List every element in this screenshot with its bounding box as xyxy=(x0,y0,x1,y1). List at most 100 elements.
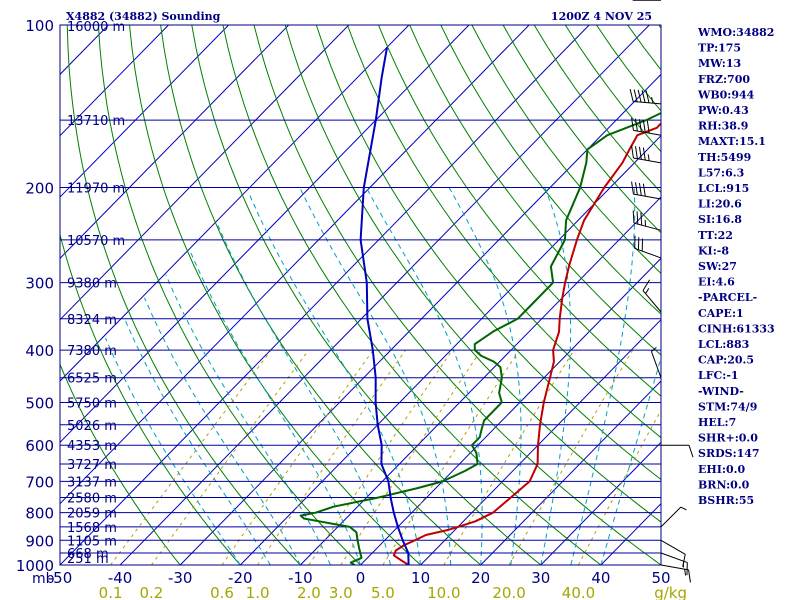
index-entry: LCL:915 xyxy=(698,182,749,195)
temperature-tick-label: -20 xyxy=(228,569,253,587)
pressure-tick-label: 200 xyxy=(25,180,54,198)
height-label: 2059 m xyxy=(67,507,117,522)
index-entry: LCL:883 xyxy=(698,338,749,351)
mixing-ratio-tick-label: 10.0 xyxy=(427,584,460,600)
moist-adiabat-line xyxy=(570,187,636,565)
wind-barb-staff xyxy=(660,539,686,555)
isotherm-line xyxy=(540,441,661,565)
pressure-tick-label: 100 xyxy=(25,17,54,35)
mixing-ratio-line xyxy=(382,349,520,565)
mixing-ratio-line xyxy=(110,349,272,565)
dry-adiabat-line xyxy=(222,25,602,565)
wind-barb xyxy=(660,506,687,528)
pressure-tick-label: 500 xyxy=(25,394,54,412)
height-label: 1105 m xyxy=(67,534,117,549)
index-entry: PW:0.43 xyxy=(698,104,749,117)
pressure-tick-label: 300 xyxy=(25,275,54,293)
temperature-tick-label: 30 xyxy=(531,569,550,587)
height-label: 4353 m xyxy=(67,439,117,454)
wind-barb-flag xyxy=(629,89,634,102)
wind-barb-flag xyxy=(631,145,634,159)
wind-barb xyxy=(629,89,662,105)
dewpoint-line xyxy=(299,111,661,565)
isotherm-line xyxy=(480,380,661,565)
temperature-tick-label: -40 xyxy=(108,569,133,587)
pressure-tick-label: 600 xyxy=(25,437,54,455)
wind-barb-staff xyxy=(633,193,662,200)
moist-adiabat-line xyxy=(600,355,661,565)
wind-barb xyxy=(650,347,662,378)
isotherm-line xyxy=(60,25,530,505)
wind-barb-flag xyxy=(688,445,694,458)
wind-barb-staff xyxy=(633,157,662,164)
isotherm-line xyxy=(60,25,169,137)
index-entry: TH:5499 xyxy=(698,151,751,164)
moist-adiabat-line xyxy=(105,337,241,565)
wind-barb-flag xyxy=(631,181,634,195)
pressure-tick-label: 400 xyxy=(25,342,54,360)
wind-barb-staff xyxy=(633,129,662,136)
moist-adiabat-line xyxy=(124,318,271,565)
index-entry: CAPE:1 xyxy=(698,307,744,320)
wind-barb-half-flag xyxy=(684,569,687,576)
wind-barb-flag xyxy=(638,182,642,196)
index-entry: HEL:7 xyxy=(698,416,736,429)
wind-barb-flag xyxy=(635,146,638,159)
temperature-tick-label: -10 xyxy=(288,569,313,587)
wind-barb-flag xyxy=(632,210,635,224)
height-label: 3137 m xyxy=(67,475,117,490)
indices-panel: WMO:34882 TP:175 MW:13 FRZ:700 WB0:944 PW:0.4… xyxy=(697,26,775,507)
wind-barb-staff xyxy=(660,552,688,564)
pressure-tick-label: 700 xyxy=(25,473,54,491)
wind-barb-flag xyxy=(638,146,642,160)
temperature-tick-label: 40 xyxy=(591,569,610,587)
index-entry: WMO:34882 xyxy=(697,26,774,39)
temperature-tick-label: -50 xyxy=(48,569,73,587)
mixing-ratio-line xyxy=(578,409,661,565)
index-entry: LFC:-1 xyxy=(698,369,739,382)
mixing-ratio-tick-label: 0.1 xyxy=(99,584,123,600)
mixing-ratio-line xyxy=(221,349,374,565)
wind-barb-flag xyxy=(642,183,646,197)
wind-barb-flag xyxy=(642,147,646,161)
wind-barb xyxy=(661,444,694,458)
pressure-tick-label: 800 xyxy=(25,505,54,523)
height-label: 1568 m xyxy=(67,521,117,536)
isotherm-line xyxy=(239,134,661,565)
height-label: 6525 m xyxy=(67,372,117,387)
isotherm-line xyxy=(60,25,229,198)
wind-barb-staff xyxy=(633,222,662,231)
isotherm-line xyxy=(60,25,410,382)
dry-adiabat-line xyxy=(533,25,661,194)
wind-barb-flag xyxy=(640,212,643,226)
wind-barb xyxy=(660,564,691,583)
wind-barb-staff xyxy=(642,290,662,313)
isotherm-line xyxy=(60,25,290,260)
wind-barbs xyxy=(629,0,694,583)
index-entry: BRN:0.0 xyxy=(698,478,750,491)
wind-barb-flag xyxy=(638,119,642,132)
dry-adiabat-line xyxy=(564,25,661,153)
wind-barb xyxy=(660,539,686,567)
index-entry: TT:22 xyxy=(698,229,733,242)
mixing-ratio-tick-label: 2.0 xyxy=(297,584,321,600)
mixing-ratio-tick-label: 40.0 xyxy=(562,584,595,600)
wind-barb-flag xyxy=(645,90,650,103)
height-label: 10570 m xyxy=(67,234,125,249)
mixing-ratio-tick-label: 0.2 xyxy=(139,584,163,600)
height-label: 13710 m xyxy=(67,114,125,129)
wind-barb-half-flag xyxy=(651,96,654,104)
isotherm-line xyxy=(60,25,350,321)
index-entry: EI:4.6 xyxy=(698,276,735,289)
isotherm-line xyxy=(60,25,590,565)
wind-barb-half-flag xyxy=(645,287,650,294)
pressure-unit-label: mb xyxy=(32,571,55,587)
index-entry: MAXT:15.1 xyxy=(698,135,766,148)
pressure-tick-label: 900 xyxy=(25,532,54,550)
mixing-ratio-tick-label: 5.0 xyxy=(371,584,395,600)
wind-barb xyxy=(642,279,662,313)
mixing-ratio-tick-label: 3.0 xyxy=(329,584,353,600)
wind-barb xyxy=(631,117,662,136)
height-label: 2580 m xyxy=(67,492,117,507)
wind-barb-half-flag xyxy=(680,506,687,511)
